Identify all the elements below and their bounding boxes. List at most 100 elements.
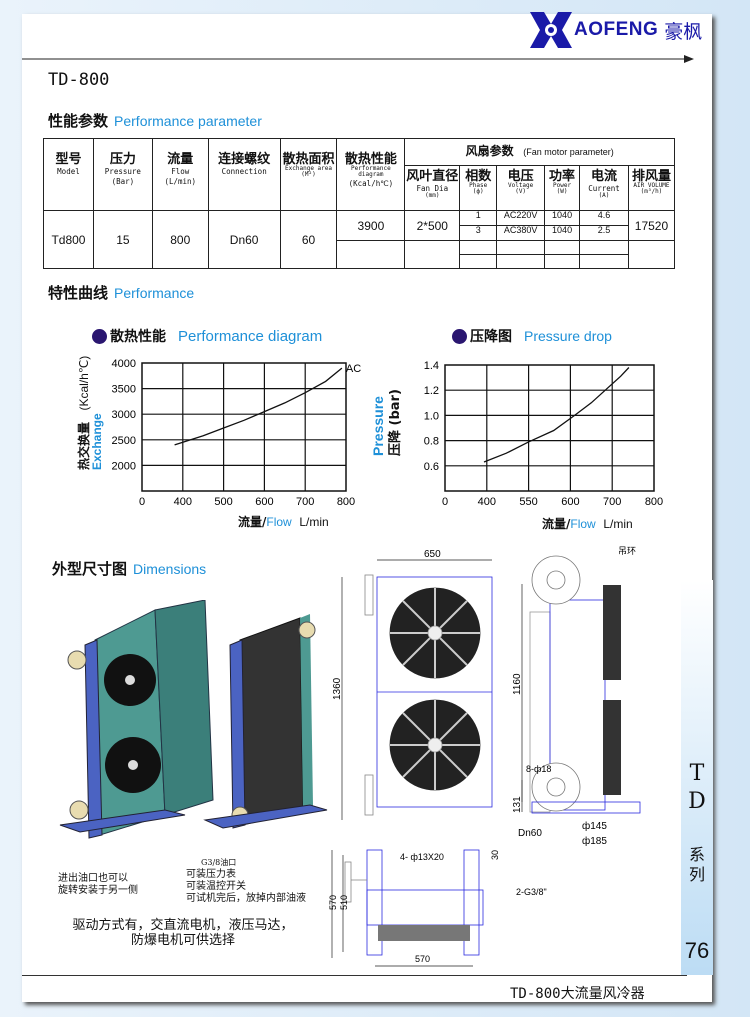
chart2-xlabel: 流量/Flow L/min bbox=[542, 517, 633, 531]
footer-rule bbox=[22, 975, 687, 976]
y-tick-label: 1.2 bbox=[424, 385, 439, 397]
label-d145: ф145 bbox=[582, 820, 607, 832]
series-line bbox=[483, 367, 630, 463]
cell-voltage-1: AC220V bbox=[496, 210, 546, 226]
header-power: 功率 Power (W) bbox=[544, 165, 581, 211]
dim-650: 650 bbox=[424, 549, 441, 560]
chart1-ylabel: 热交换量 (Kcal/h℃) Exchange bbox=[77, 355, 104, 470]
x-tick-label: 700 bbox=[296, 496, 314, 508]
label-dn60: Dn60 bbox=[518, 828, 542, 839]
x-tick-label: 800 bbox=[337, 496, 355, 508]
cell-power-1: 1040 bbox=[544, 210, 581, 226]
dim-510: 510 bbox=[339, 895, 349, 910]
cooler-render-front bbox=[59, 600, 214, 839]
top-view-drawing bbox=[331, 849, 484, 967]
section-curves: 特性曲线 Performance bbox=[48, 284, 195, 302]
y-tick-label: 1.4 bbox=[424, 360, 439, 372]
chart1-title: 散热性能 Performance diagram bbox=[92, 326, 322, 346]
haofeng-logo-icon bbox=[530, 12, 572, 48]
cell-phase-1: 1 bbox=[459, 210, 498, 226]
dim-1160: 1160 bbox=[512, 673, 523, 695]
y-tick-label: 2500 bbox=[112, 435, 136, 447]
section-performance-param: 性能参数 Performance parameter bbox=[48, 112, 262, 130]
section-dimensions: 外型尺寸图 Dimensions bbox=[52, 560, 207, 578]
y-tick-label: 3000 bbox=[112, 409, 136, 421]
x-tick-label: 400 bbox=[174, 496, 192, 508]
label-ports: 2-G3/8" bbox=[516, 887, 547, 897]
x-tick-label: 550 bbox=[519, 496, 537, 508]
product-renders bbox=[59, 600, 328, 839]
x-tick-label: 600 bbox=[255, 496, 273, 508]
footer-title: TD-800大流量风冷器 bbox=[510, 986, 645, 1002]
dim-570-h: 570 bbox=[328, 895, 338, 910]
plot-frame bbox=[141, 362, 347, 492]
cell-phase-3: 3 bbox=[459, 225, 498, 241]
dim-30: 30 bbox=[490, 850, 500, 860]
cell-area: 60 bbox=[279, 210, 338, 269]
header-performance: 散热性能 Performance diagram (Kcal/h℃) bbox=[336, 138, 406, 211]
model-title: TD-800 bbox=[48, 70, 110, 90]
note-drive-options: 驱动方式有，交直流电机，液压马达， 防爆电机可供选择 bbox=[72, 918, 294, 948]
brand-logo: AOFENG 豪枫 bbox=[530, 10, 702, 50]
series-label: AC bbox=[346, 363, 361, 375]
y-tick-label: 3500 bbox=[112, 384, 136, 396]
header-model: 型号 Model bbox=[43, 138, 94, 211]
note-g38-port: G3/8油口 可装压力表 可装温控开关 可试机完后，放掉内部油液 bbox=[186, 858, 306, 904]
cell-power-2: 1040 bbox=[544, 225, 581, 241]
chart1-xlabel: 流量/Flow L/min bbox=[238, 515, 329, 529]
cell-voltage-2: AC380V bbox=[496, 225, 546, 241]
pressure-drop-chart: 0 400 550 600 700 800 1.4 1.2 1.0 0.8 0.6 bbox=[424, 360, 663, 508]
chart2-ylabel: Pressure 压降 (bar) bbox=[370, 389, 403, 456]
cell-pressure: 15 bbox=[92, 210, 153, 269]
dim-1360: 1360 bbox=[332, 677, 343, 700]
y-tick-label: 1.0 bbox=[424, 410, 439, 422]
header-voltage: 电压 Voltage (V) bbox=[496, 165, 546, 211]
dim-570-w: 570 bbox=[415, 954, 430, 964]
label-lifting-ring: 吊环 bbox=[618, 546, 636, 556]
cell-connection: Dn60 bbox=[207, 210, 281, 269]
chart2-title: 压降图 Pressure drop bbox=[452, 326, 612, 346]
x-tick-label: 700 bbox=[603, 496, 621, 508]
y-tick-label: 0.8 bbox=[424, 436, 439, 448]
bullet-icon bbox=[92, 328, 107, 344]
dimension-drawings: 650 1360 吊环 1160 8-ф18 131 Dn60 ф145 ф18… bbox=[328, 546, 641, 967]
series-line bbox=[174, 367, 343, 446]
cell-model: Td800 bbox=[43, 210, 94, 269]
header-flow: 流量 Flow (L/min) bbox=[151, 138, 209, 211]
cell-flow: 800 bbox=[151, 210, 209, 269]
logo-cn: 豪枫 bbox=[664, 20, 703, 43]
header-connection: 连接螺纹 Connection bbox=[207, 138, 281, 211]
cooler-render-back bbox=[203, 614, 328, 829]
front-view-drawing bbox=[341, 559, 493, 820]
header-arrow-line bbox=[22, 55, 694, 63]
dim-131: 131 bbox=[512, 796, 523, 813]
performance-chart: 0 400 500 600 700 800 4000 3500 3000 2500 2000 AC bbox=[112, 358, 362, 508]
y-tick-label: 4000 bbox=[112, 358, 136, 370]
cell-performance: 3900 bbox=[336, 210, 406, 241]
plot-frame bbox=[444, 364, 655, 492]
cell-fan-dia: 2*500 bbox=[404, 210, 461, 241]
y-tick-label: 0.6 bbox=[424, 461, 439, 473]
label-mount-holes: 4- ф13X20 bbox=[400, 852, 444, 862]
header-fan-params: 风扇参数 (Fan motor parameter) bbox=[404, 138, 675, 166]
y-tick-label: 2000 bbox=[112, 460, 136, 472]
note-ports-rotate: 进出油口也可以 旋转安装于另一侧 bbox=[58, 873, 138, 896]
label-d185: ф185 bbox=[582, 835, 607, 847]
x-tick-label: 500 bbox=[214, 496, 232, 508]
side-view-drawing bbox=[521, 555, 641, 814]
spec-table: 型号 Model 压力 Pressure (Bar) 流量 Flow (L/min) 连接… bbox=[43, 138, 676, 269]
header-phase: 相数 Phase (ф) bbox=[459, 165, 498, 211]
cell-current-2: 2.5 bbox=[579, 225, 629, 241]
header-fan-dia: 风叶直径 Fan Dia (mm) bbox=[404, 165, 461, 211]
logo-text: AOFENG bbox=[574, 19, 659, 40]
bullet-icon bbox=[452, 328, 467, 344]
x-tick-label: 600 bbox=[561, 496, 579, 508]
cell-current-1: 4.6 bbox=[579, 210, 629, 226]
header-air-volume: 排风量 AIR VOLUME (m³/h) bbox=[627, 165, 676, 211]
label-holes: 8-ф18 bbox=[526, 764, 551, 774]
header-pressure: 压力 Pressure (Bar) bbox=[92, 138, 153, 211]
cell-air-volume: 17520 bbox=[627, 210, 676, 241]
x-tick-label: 0 bbox=[139, 496, 145, 508]
